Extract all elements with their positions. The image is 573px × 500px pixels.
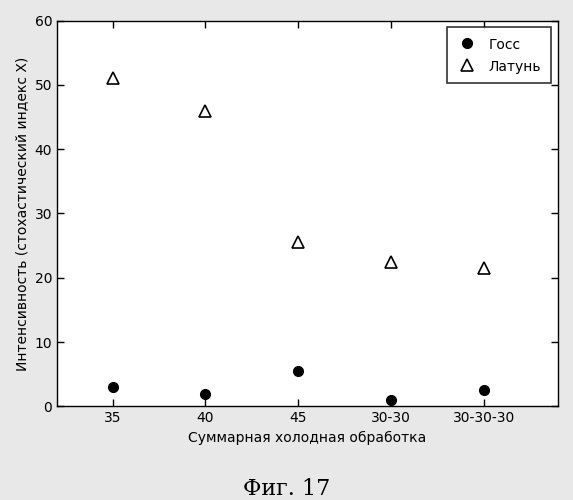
- Line: Госс: Госс: [108, 366, 489, 405]
- Line: Латунь: Латунь: [107, 72, 490, 274]
- Y-axis label: Интенсивность (стохастический индекс X): Интенсивность (стохастический индекс X): [15, 56, 29, 370]
- Латунь: [387, 258, 394, 264]
- Госс: [480, 388, 487, 394]
- Госс: [295, 368, 301, 374]
- Text: Фиг. 17: Фиг. 17: [243, 478, 330, 500]
- Латунь: [480, 265, 487, 271]
- Госс: [202, 390, 209, 396]
- X-axis label: Суммарная холодная обработка: Суммарная холодная обработка: [189, 431, 427, 445]
- Латунь: [202, 108, 209, 114]
- Госс: [109, 384, 116, 390]
- Госс: [387, 397, 394, 403]
- Legend: Госс, Латунь: Госс, Латунь: [447, 28, 551, 84]
- Латунь: [109, 76, 116, 82]
- Латунь: [295, 240, 301, 246]
